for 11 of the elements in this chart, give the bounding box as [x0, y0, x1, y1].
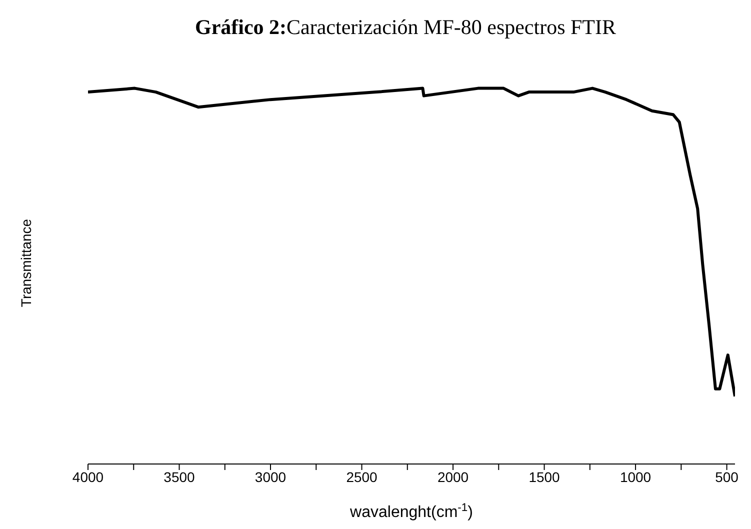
x-tick-label: 2500	[346, 468, 378, 485]
x-tick-label: 500	[715, 468, 739, 485]
x-axis-title: wavalenght(cm$^{-1}$)	[349, 502, 473, 521]
x-tick-label: 4000	[72, 468, 104, 485]
x-tick-label: 1000	[620, 468, 652, 485]
x-tick-label: 3500	[164, 468, 196, 485]
y-axis-title: Transmittance	[18, 218, 34, 308]
x-tick-label: 2000	[437, 468, 469, 485]
chart-title: Gráfico 2:Caracterización MF-80 espectros FTIR	[194, 14, 618, 41]
x-tick-label: 3000	[254, 468, 286, 485]
x-tick-label: 1500	[528, 468, 560, 485]
